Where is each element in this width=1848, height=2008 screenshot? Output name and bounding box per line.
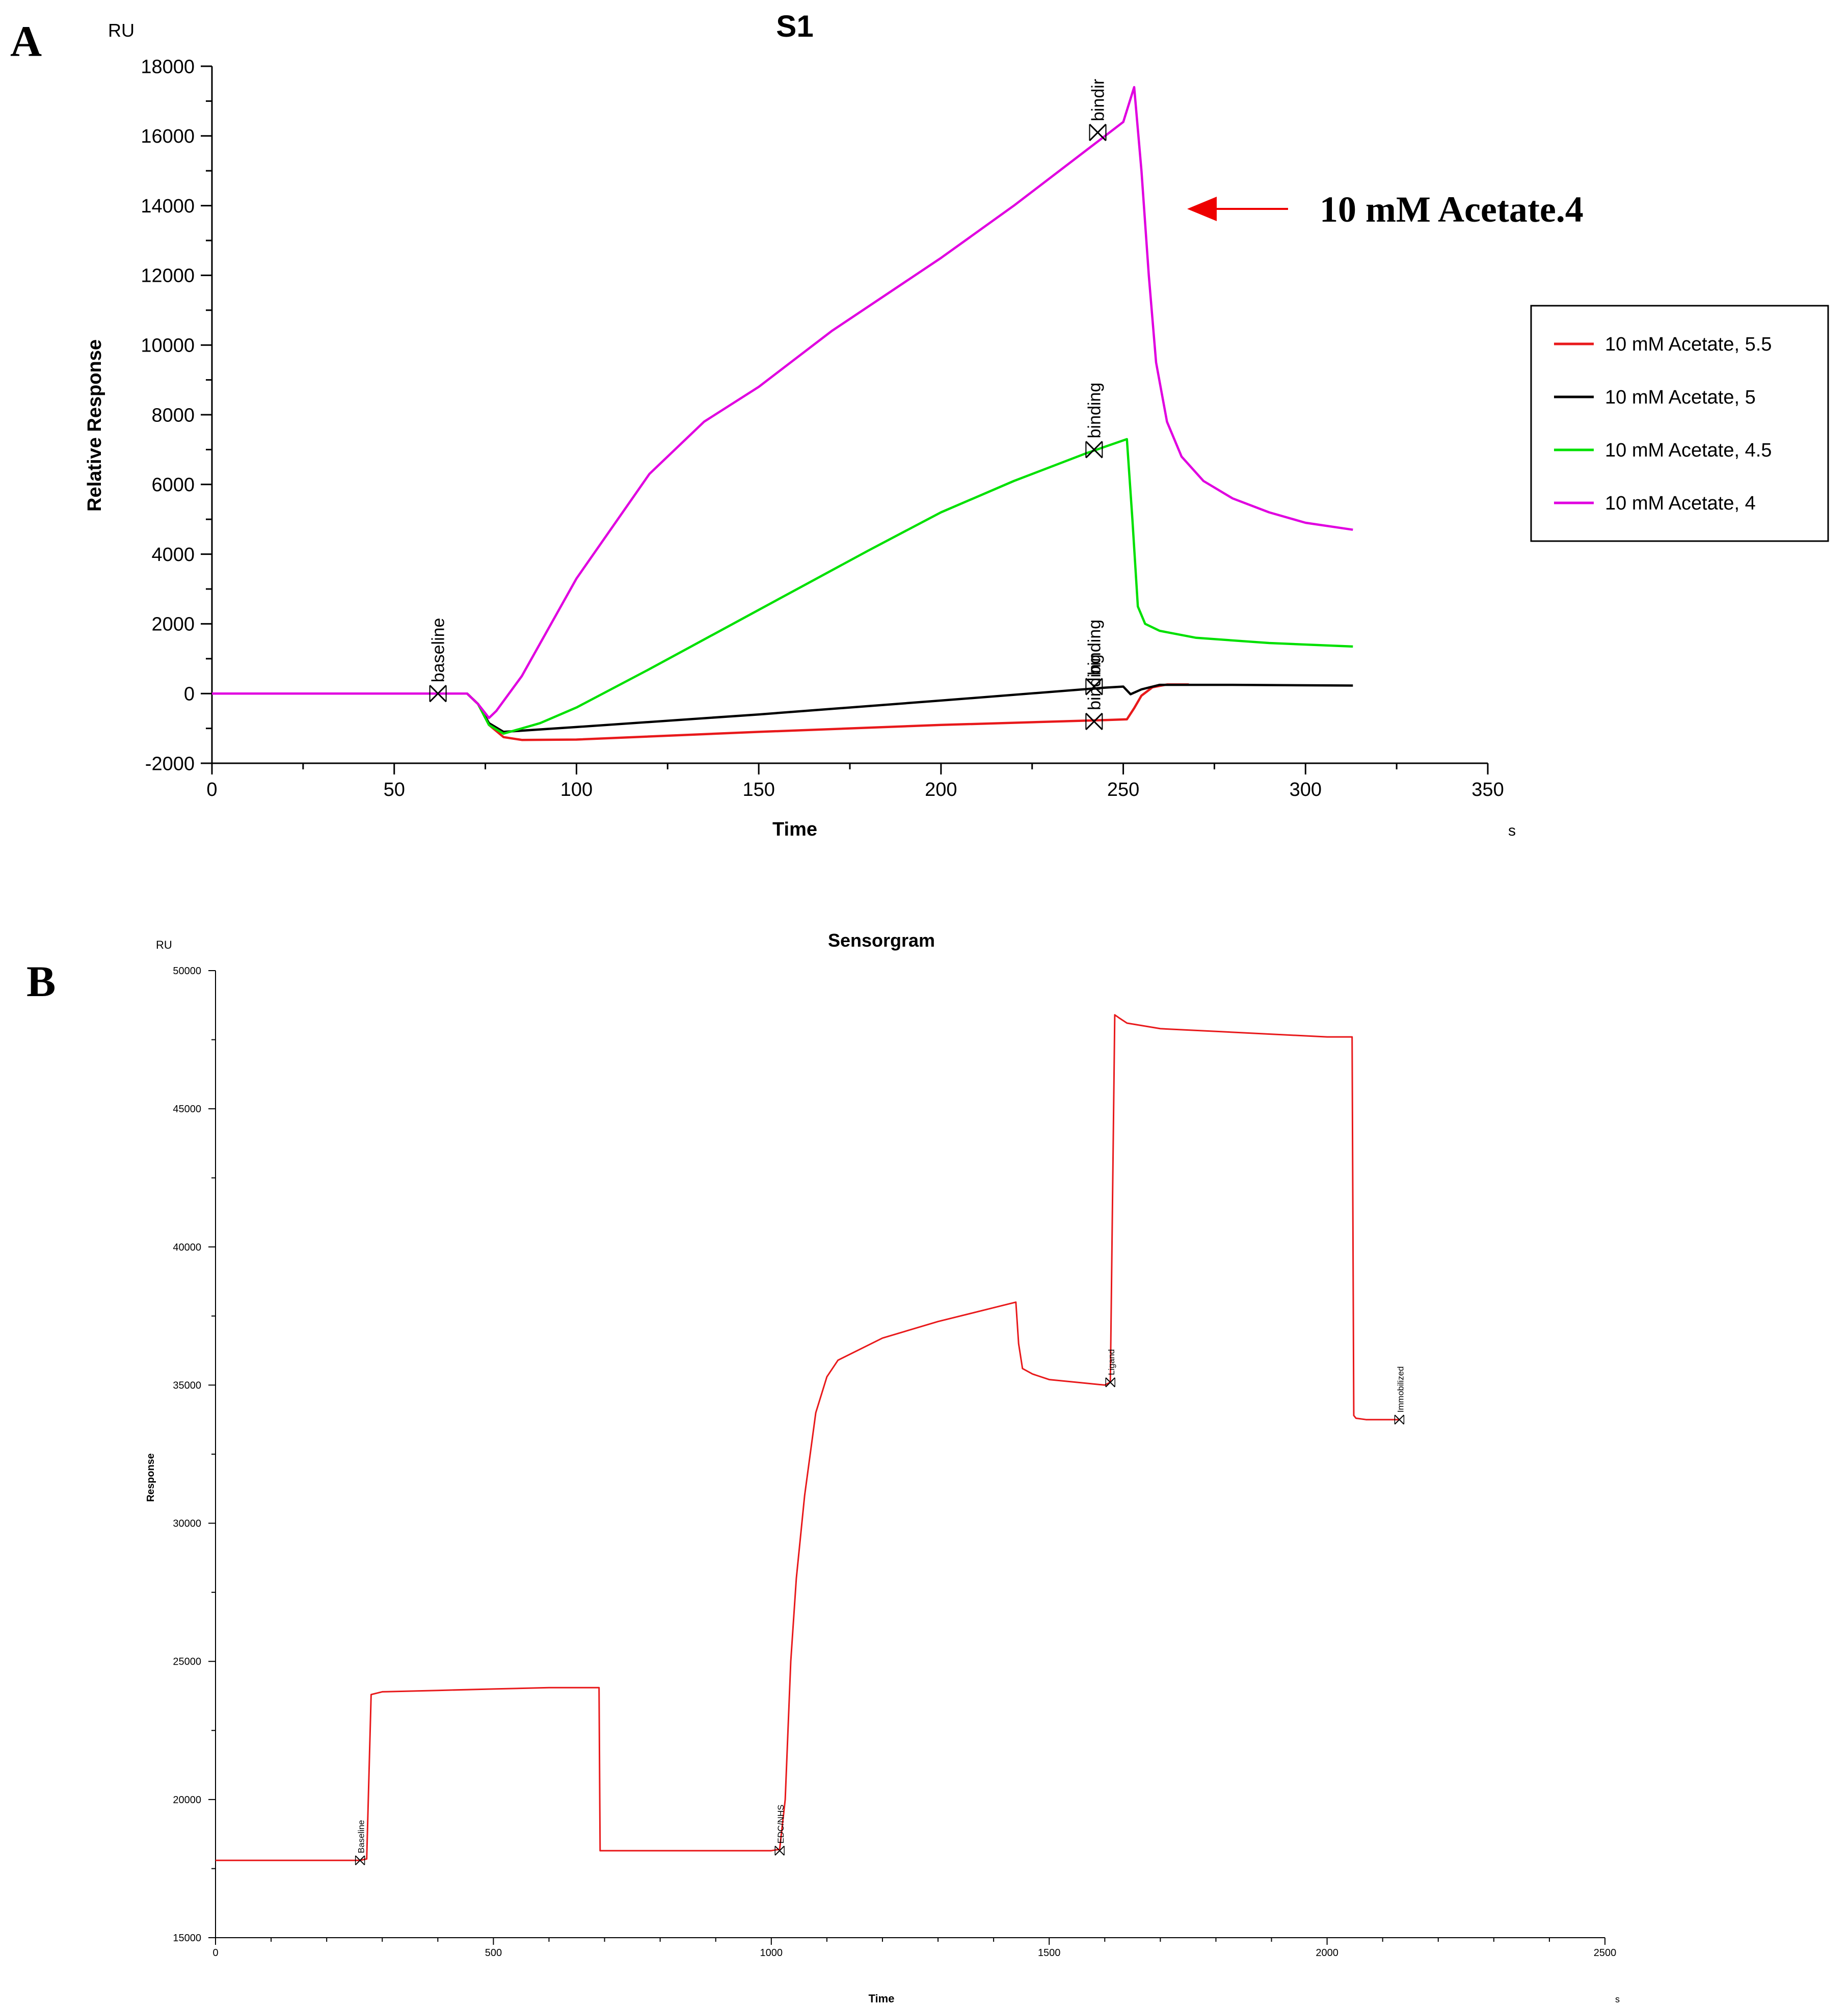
panel-b-x-tick-label: 1000	[760, 1947, 783, 1959]
panel-a-event-marker	[429, 685, 447, 703]
panel-a-y-tick-label: 4000	[151, 544, 195, 566]
panel-b-event-marker	[774, 1845, 785, 1856]
panel-a-x-axis-label: Time	[772, 819, 817, 840]
panel-a-letter: A	[10, 17, 42, 66]
panel-a-x-tick-label: 0	[206, 779, 217, 800]
panel-a-event-marker-label: bindir	[1089, 79, 1108, 121]
panel-a-x-tick-label: 100	[560, 779, 593, 800]
panel-b-event-marker	[355, 1855, 365, 1865]
panel-b-y-tick-label: 45000	[173, 1104, 201, 1115]
panel-a-series	[212, 86, 1353, 741]
panel-b-y-axis-label: Response	[145, 1453, 156, 1502]
legend-label: 10 mM Acetate, 5	[1605, 387, 1756, 408]
panel-b-title: Sensorgram	[828, 930, 935, 951]
panel-b-x-tick-label: 2000	[1316, 1947, 1338, 1959]
panel-b-event-marker-label: EDC/NHS	[776, 1805, 786, 1844]
panel-a-x-unit: s	[1508, 822, 1516, 839]
panel-b-event-marker-label: Ligand	[1107, 1349, 1116, 1375]
panel-a: A S1 RU Relative Response Time s -2000 0 2…	[10, 9, 1829, 840]
panel-a-x-tick-label: 200	[925, 779, 957, 800]
panel-a-y-unit: RU	[108, 20, 135, 41]
panel-b-markers: Baseline EDC/NHS Ligand Immobilized	[355, 1349, 1405, 1865]
panel-b-event-marker-label: Immobilized	[1396, 1366, 1405, 1412]
legend-label: 10 mM Acetate, 5.5	[1605, 334, 1772, 355]
panel-b-series	[216, 1014, 1400, 1861]
panel-a-x-tick-label: 50	[384, 779, 405, 800]
panel-a-event-marker-label: binding	[1085, 654, 1104, 710]
panel-b-x-unit: s	[1615, 1994, 1620, 2004]
panel-b-y-tick-label: 25000	[173, 1656, 201, 1668]
panel-a-x-tick-label: 350	[1471, 779, 1504, 800]
panel-b-event-marker	[1394, 1414, 1405, 1425]
panel-b-event-marker	[1105, 1377, 1115, 1387]
legend-label: 10 mM Acetate, 4	[1605, 493, 1756, 514]
panel-a-event-marker	[1085, 712, 1103, 730]
panel-a-x-tick-label: 300	[1290, 779, 1322, 800]
annotation-label: 10 mM Acetate.4	[1320, 189, 1584, 230]
panel-b-y-tick-label: 50000	[173, 966, 201, 977]
panel-b-event-marker-label: Baseline	[357, 1820, 366, 1853]
panel-b-y-tick-label: 20000	[173, 1795, 201, 1806]
panel-a-x-tick-label: 150	[742, 779, 774, 800]
panel-a-y-tick-label: -2000	[145, 753, 195, 774]
panel-b: B Sensorgram RU Response Time s 15000200…	[26, 930, 1620, 2005]
panel-a-title: S1	[776, 9, 813, 43]
panel-a-x-tick-label: 250	[1107, 779, 1139, 800]
panel-a-y-tick-label: 14000	[141, 196, 195, 217]
panel-b-ticks: 1500020000250003000035000400004500050000…	[173, 966, 1616, 1959]
panel-a-ticks: -200002000400060008000100001200014000160…	[141, 56, 1504, 800]
panel-a-y-tick-label: 18000	[141, 56, 195, 77]
panel-b-x-tick-label: 500	[485, 1947, 502, 1959]
panel-b-x-tick-label: 0	[212, 1947, 218, 1959]
panel-b-y-tick-label: 35000	[173, 1380, 201, 1391]
annotation-arrow-head	[1187, 197, 1217, 221]
panel-a-event-marker-label: binding	[1085, 620, 1104, 676]
panel-a-y-tick-label: 2000	[151, 614, 195, 635]
panel-a-series-line	[212, 86, 1353, 719]
panel-a-y-tick-label: 0	[184, 684, 195, 705]
panel-b-x-axis-label: Time	[869, 1992, 895, 2005]
legend-label: 10 mM Acetate, 4.5	[1605, 440, 1772, 461]
panel-a-event-marker-label: binding	[1085, 383, 1104, 439]
panel-a-y-tick-label: 16000	[141, 126, 195, 147]
panel-a-legend: 10 mM Acetate, 5.5 10 mM Acetate, 5 10 mM …	[1530, 305, 1829, 542]
panel-b-y-unit: RU	[156, 939, 172, 951]
panel-b-x-tick-label: 2500	[1594, 1947, 1617, 1959]
panel-b-series-line	[216, 1014, 1400, 1861]
panel-a-y-tick-label: 10000	[141, 335, 195, 357]
panel-a-event-marker	[1089, 123, 1107, 142]
panel-a-event-marker	[1085, 678, 1103, 695]
panel-a-y-axis-label: Relative Response	[84, 339, 105, 512]
panel-a-y-tick-label: 6000	[151, 474, 195, 496]
panel-b-y-tick-label: 15000	[173, 1933, 201, 1944]
panel-b-x-tick-label: 1500	[1038, 1947, 1061, 1959]
panel-a-event-marker-label: baseline	[429, 618, 448, 683]
panel-b-letter: B	[26, 957, 56, 1006]
panel-a-event-marker	[1085, 441, 1103, 459]
panel-b-y-tick-label: 30000	[173, 1518, 201, 1530]
panel-a-series-line	[212, 438, 1353, 735]
panel-a-y-tick-label: 12000	[141, 265, 195, 287]
panel-b-y-tick-label: 40000	[173, 1242, 201, 1253]
panel-a-y-tick-label: 8000	[151, 405, 195, 426]
